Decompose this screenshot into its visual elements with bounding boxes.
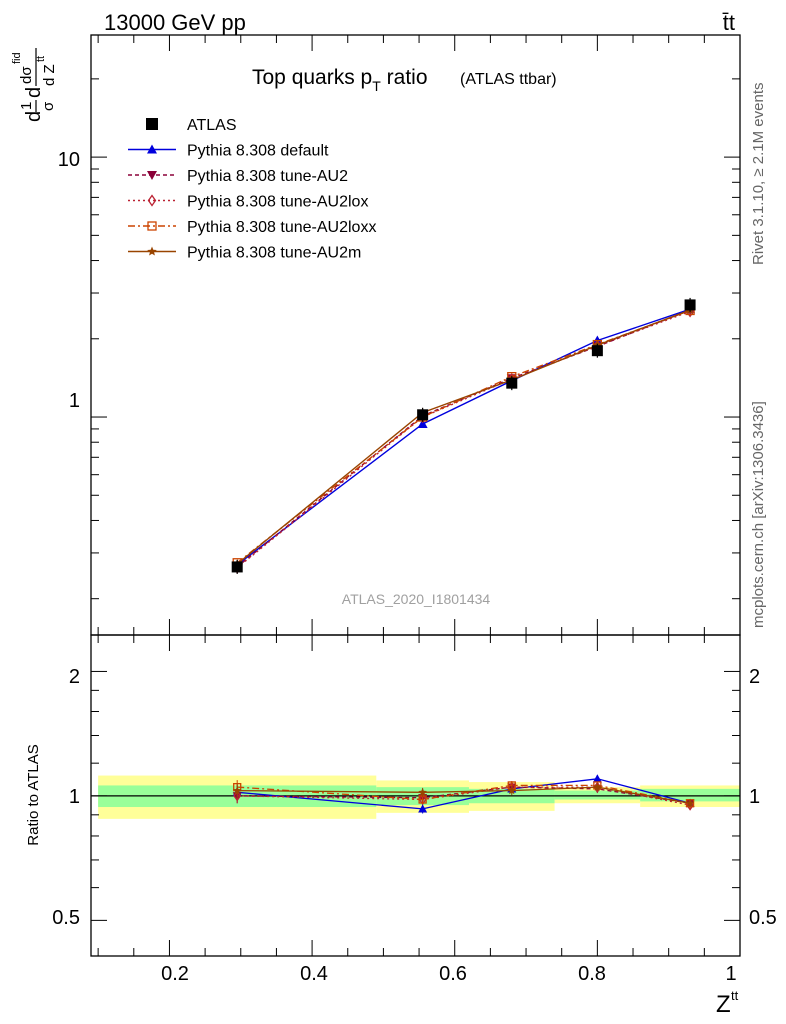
ratio-series-4-point-1	[418, 787, 427, 796]
side-label-mcplots: mcplots.cern.ch [arXiv:1306.3436]	[750, 401, 767, 628]
svg-text:Top quarks pT ratio: Top quarks pT ratio	[252, 66, 428, 94]
series-line-0	[236, 308, 691, 566]
ratio-series-2-point-0	[233, 790, 242, 802]
data-point-0	[231, 561, 243, 573]
side-label-rivet: Rivet 3.1.10, ≥ 2.1M events	[750, 83, 767, 266]
x-tick-label-1: 1	[725, 963, 736, 985]
ratio-series-0-point-3	[592, 774, 602, 783]
x-axis-label: Z tt	[716, 988, 739, 1018]
header-right: t̄t	[723, 10, 735, 35]
x-tick-label-0.8: 0.8	[578, 963, 606, 985]
y-axis-label-main: d 1 σ d dσ fid d Z tt	[11, 48, 58, 122]
title-rest: ratio	[381, 66, 428, 89]
x-tick-label-0.4: 0.4	[300, 963, 328, 985]
svg-text:tt: tt	[35, 56, 47, 62]
svg-text:σ: σ	[40, 101, 57, 111]
ratio-tick-label-2-left: 2	[69, 666, 80, 688]
legend-marker-3	[147, 194, 157, 207]
svg-text:1: 1	[18, 102, 35, 110]
x-tick-label-0.2: 0.2	[161, 963, 189, 985]
ratio-band-green-3	[554, 790, 641, 800]
series-line-1	[236, 309, 691, 568]
legend-marker-1	[147, 144, 157, 154]
svg-text:tt: tt	[731, 988, 739, 1003]
legend-label-3: Pythia 8.308 tune-AU2lox	[187, 194, 368, 211]
header-left: 13000 GeV pp	[104, 10, 246, 35]
x-tick-label-0.6: 0.6	[439, 963, 467, 985]
svg-text:d: d	[23, 111, 45, 122]
svg-text:dσ: dσ	[18, 66, 35, 84]
ratio-tick-label-2-right: 2	[749, 666, 760, 688]
svg-text:d: d	[23, 87, 45, 98]
ratio-tick-label-05-right: 0.5	[749, 907, 777, 929]
main-series-lines	[231, 297, 696, 574]
title-subscript: T	[372, 78, 381, 94]
title-main: Top quarks p	[252, 66, 372, 89]
ratio-tick-label-1-left: 1	[69, 786, 80, 808]
plot-title: Top quarks pT ratio (ATLAS ttbar)	[252, 66, 557, 94]
axis-ticks	[91, 35, 741, 956]
legend-label-0: ATLAS	[187, 117, 237, 134]
series-line-3	[236, 309, 691, 564]
data-point-1	[417, 409, 429, 421]
ratio-series-0-point-1	[418, 804, 428, 813]
svg-text:Z: Z	[716, 991, 731, 1018]
ratio-series-4-point-3	[593, 782, 602, 791]
legend-marker-4	[147, 221, 157, 231]
ratio-uncertainty-bands	[91, 775, 740, 819]
legend: ATLAS Pythia 8.308 default Pythia 8.308 tu…	[128, 117, 376, 262]
data-point-3	[591, 345, 603, 357]
series-0-point-1	[417, 419, 428, 429]
ratio-series-4-point-0	[232, 786, 242, 795]
legend-label-4: Pythia 8.308 tune-AU2loxx	[187, 219, 376, 236]
title-small: (ATLAS ttbar)	[460, 71, 557, 88]
svg-text:fid: fid	[11, 52, 23, 64]
ratio-tick-label-05-left: 0.5	[52, 907, 80, 929]
y-tick-label-1: 1	[69, 390, 80, 412]
data-point-2	[506, 377, 518, 389]
legend-label-5: Pythia 8.308 tune-AU2m	[187, 245, 361, 262]
legend-label-2: Pythia 8.308 tune-AU2	[187, 168, 348, 185]
series-line-4	[236, 309, 691, 565]
series-line-2	[236, 310, 691, 569]
ratio-series-lines	[232, 774, 695, 814]
analysis-watermark: ATLAS_2020_I1801434	[342, 591, 491, 607]
legend-label-1: Pythia 8.308 default	[187, 143, 329, 160]
data-point-4	[684, 299, 696, 311]
ratio-tick-label-1-right: 1	[749, 786, 760, 808]
legend-marker-0	[146, 118, 158, 130]
legend-marker-5	[147, 246, 157, 256]
ratio-series-4-point-2	[507, 786, 517, 795]
svg-text:d Z: d Z	[41, 64, 58, 86]
y-axis-label-ratio: Ratio to ATLAS	[25, 744, 42, 845]
legend-marker-2	[147, 171, 157, 180]
ratio-series-4-point-4	[685, 798, 695, 807]
y-tick-label-10: 10	[58, 149, 80, 171]
